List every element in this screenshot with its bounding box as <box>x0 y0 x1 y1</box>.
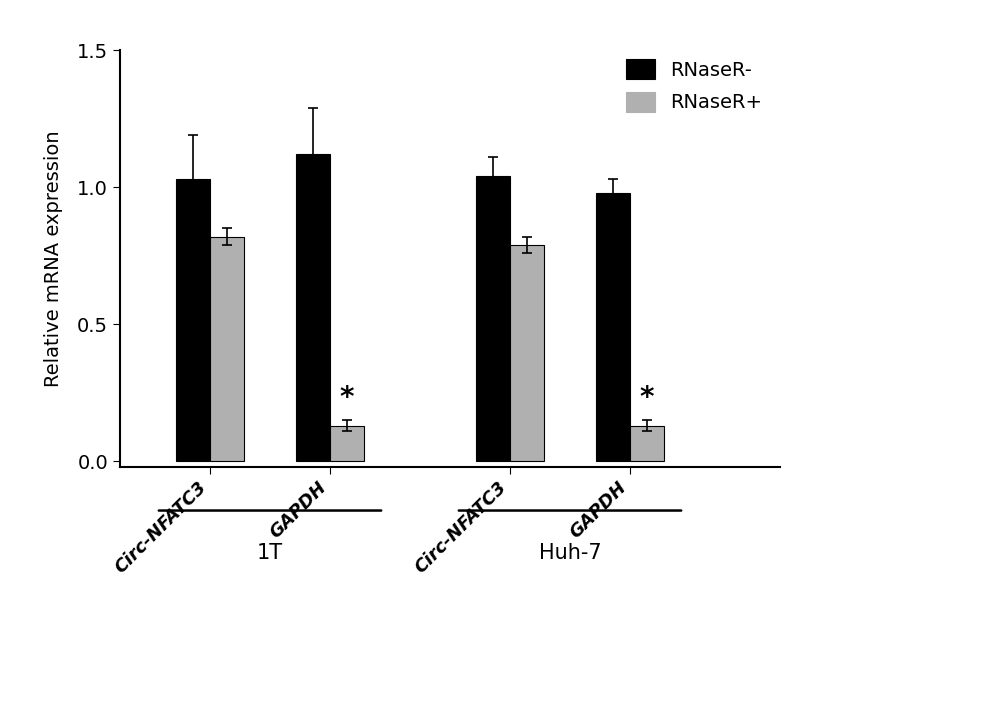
Bar <box>296 154 330 461</box>
Legend: RNaseR-, RNaseR+: RNaseR-, RNaseR+ <box>618 52 770 120</box>
Text: *: * <box>640 384 654 412</box>
Bar <box>330 426 364 461</box>
Bar <box>476 177 510 461</box>
Bar <box>630 426 664 461</box>
Y-axis label: Relative mRNA expression: Relative mRNA expression <box>44 130 63 387</box>
Bar <box>176 179 210 461</box>
Text: Huh-7: Huh-7 <box>539 544 601 564</box>
Text: 1T: 1T <box>257 544 283 564</box>
Text: *: * <box>340 384 354 412</box>
Bar <box>596 192 630 461</box>
Bar <box>210 236 244 461</box>
Bar <box>510 245 544 461</box>
